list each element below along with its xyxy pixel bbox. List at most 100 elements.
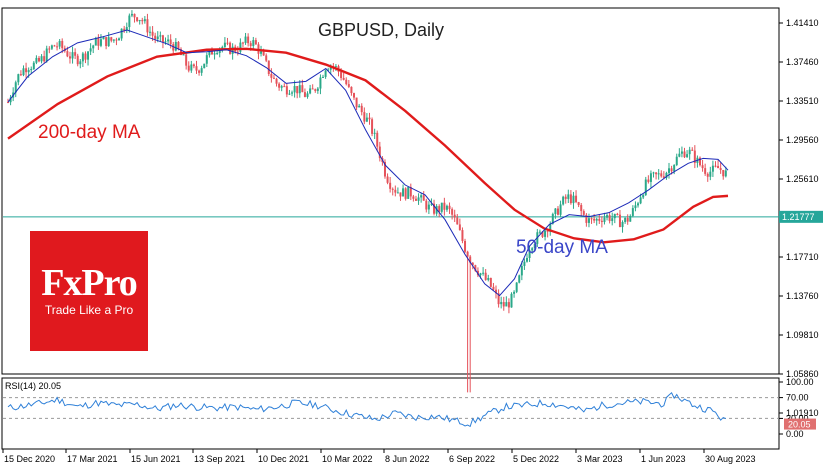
- candle-down: [507, 302, 510, 308]
- candle-up: [293, 86, 296, 93]
- time-tick-label: 6 Sep 2022: [449, 454, 495, 464]
- price-tick-label: 1.17710: [786, 252, 819, 262]
- candle-down: [704, 168, 707, 174]
- candle-down: [141, 20, 144, 22]
- candle-up: [138, 20, 141, 22]
- price-tick-label: 1.37460: [786, 57, 819, 67]
- candle-down: [371, 119, 374, 134]
- candle-down: [267, 60, 270, 74]
- candle-down: [404, 188, 407, 199]
- candle-down: [608, 215, 611, 222]
- candle-down: [719, 168, 722, 170]
- price-tick-label: 1.41410: [786, 18, 819, 28]
- candle-down: [585, 214, 588, 223]
- candle-down: [502, 302, 505, 307]
- candle-up: [549, 223, 552, 232]
- candle-down: [360, 105, 363, 113]
- candle-down: [600, 220, 603, 222]
- candle-down: [154, 35, 157, 39]
- candle-down: [564, 196, 567, 199]
- candle-up: [621, 222, 624, 228]
- candle-down: [314, 89, 317, 91]
- candle-up: [642, 194, 645, 198]
- candle-down: [270, 73, 273, 78]
- candle-down: [110, 37, 113, 41]
- candle-up: [17, 74, 20, 83]
- candle-down: [76, 55, 79, 65]
- candle-down: [48, 48, 51, 50]
- candle-up: [174, 41, 177, 51]
- candle-down: [236, 51, 239, 53]
- candle-up: [358, 105, 361, 108]
- time-tick-label: 13 Sep 2021: [194, 454, 245, 464]
- candle-down: [272, 77, 275, 79]
- ma-50-line: [7, 29, 729, 297]
- candle-down: [301, 85, 304, 93]
- candle-up: [551, 213, 554, 224]
- candle-up: [213, 53, 216, 55]
- candle-up: [365, 117, 368, 122]
- candle-down: [717, 166, 720, 169]
- candle-up: [520, 265, 523, 276]
- candle-down: [363, 112, 366, 122]
- candle-down: [582, 211, 585, 215]
- candle-up: [298, 85, 301, 94]
- candle-down: [655, 172, 658, 175]
- candle-down: [389, 182, 392, 189]
- candle-down: [53, 45, 56, 47]
- candle-down: [311, 88, 314, 90]
- rsi-series: [3, 392, 779, 428]
- candle-down: [399, 192, 402, 197]
- candle-down: [84, 53, 87, 60]
- time-tick-label: 1 Jun 2023: [641, 454, 686, 464]
- candle-down: [198, 70, 201, 73]
- candle-down: [187, 65, 190, 71]
- candle-up: [30, 68, 33, 71]
- time-tick-label: 17 Mar 2021: [67, 454, 118, 464]
- candle-down: [691, 149, 694, 151]
- candle-down: [492, 286, 495, 290]
- candle-down: [262, 51, 265, 56]
- candle-down: [616, 213, 619, 215]
- candle-down: [569, 194, 572, 204]
- candle-down: [414, 198, 417, 201]
- candle-up: [45, 48, 48, 62]
- candle-down: [425, 200, 428, 210]
- time-tick-label: 30 Aug 2023: [705, 454, 756, 464]
- candle-down: [115, 39, 118, 41]
- candle-up: [686, 154, 689, 158]
- candle-down: [556, 208, 559, 215]
- ma-200-line: [7, 47, 729, 244]
- candle-up: [479, 273, 482, 276]
- candle-up: [631, 208, 634, 216]
- candle-down: [146, 19, 149, 33]
- candle-up: [329, 66, 332, 70]
- candle-down: [590, 218, 593, 220]
- candle-up: [200, 68, 203, 73]
- candle-up: [515, 282, 518, 292]
- candle-up: [252, 40, 255, 46]
- candle-down: [386, 176, 389, 183]
- candle-down: [647, 179, 650, 182]
- candle-down: [670, 168, 673, 172]
- candle-down: [394, 189, 397, 193]
- candle-down: [598, 218, 601, 221]
- candle-up: [35, 57, 38, 63]
- candle-down: [74, 52, 77, 56]
- candle-up: [603, 217, 606, 222]
- time-tick-label: 10 Dec 2021: [258, 454, 309, 464]
- candle-down: [347, 84, 350, 87]
- candle-up: [396, 192, 399, 194]
- candle-down: [105, 37, 108, 47]
- candle-up: [120, 28, 123, 39]
- candle-down: [7, 102, 9, 104]
- candle-up: [678, 153, 681, 157]
- candle-up: [430, 203, 433, 205]
- candle-down: [593, 218, 596, 221]
- candle-up: [149, 31, 152, 33]
- candle-up: [205, 55, 208, 64]
- candle-down: [151, 31, 154, 36]
- candle-up: [107, 37, 110, 47]
- candle-up: [513, 291, 516, 294]
